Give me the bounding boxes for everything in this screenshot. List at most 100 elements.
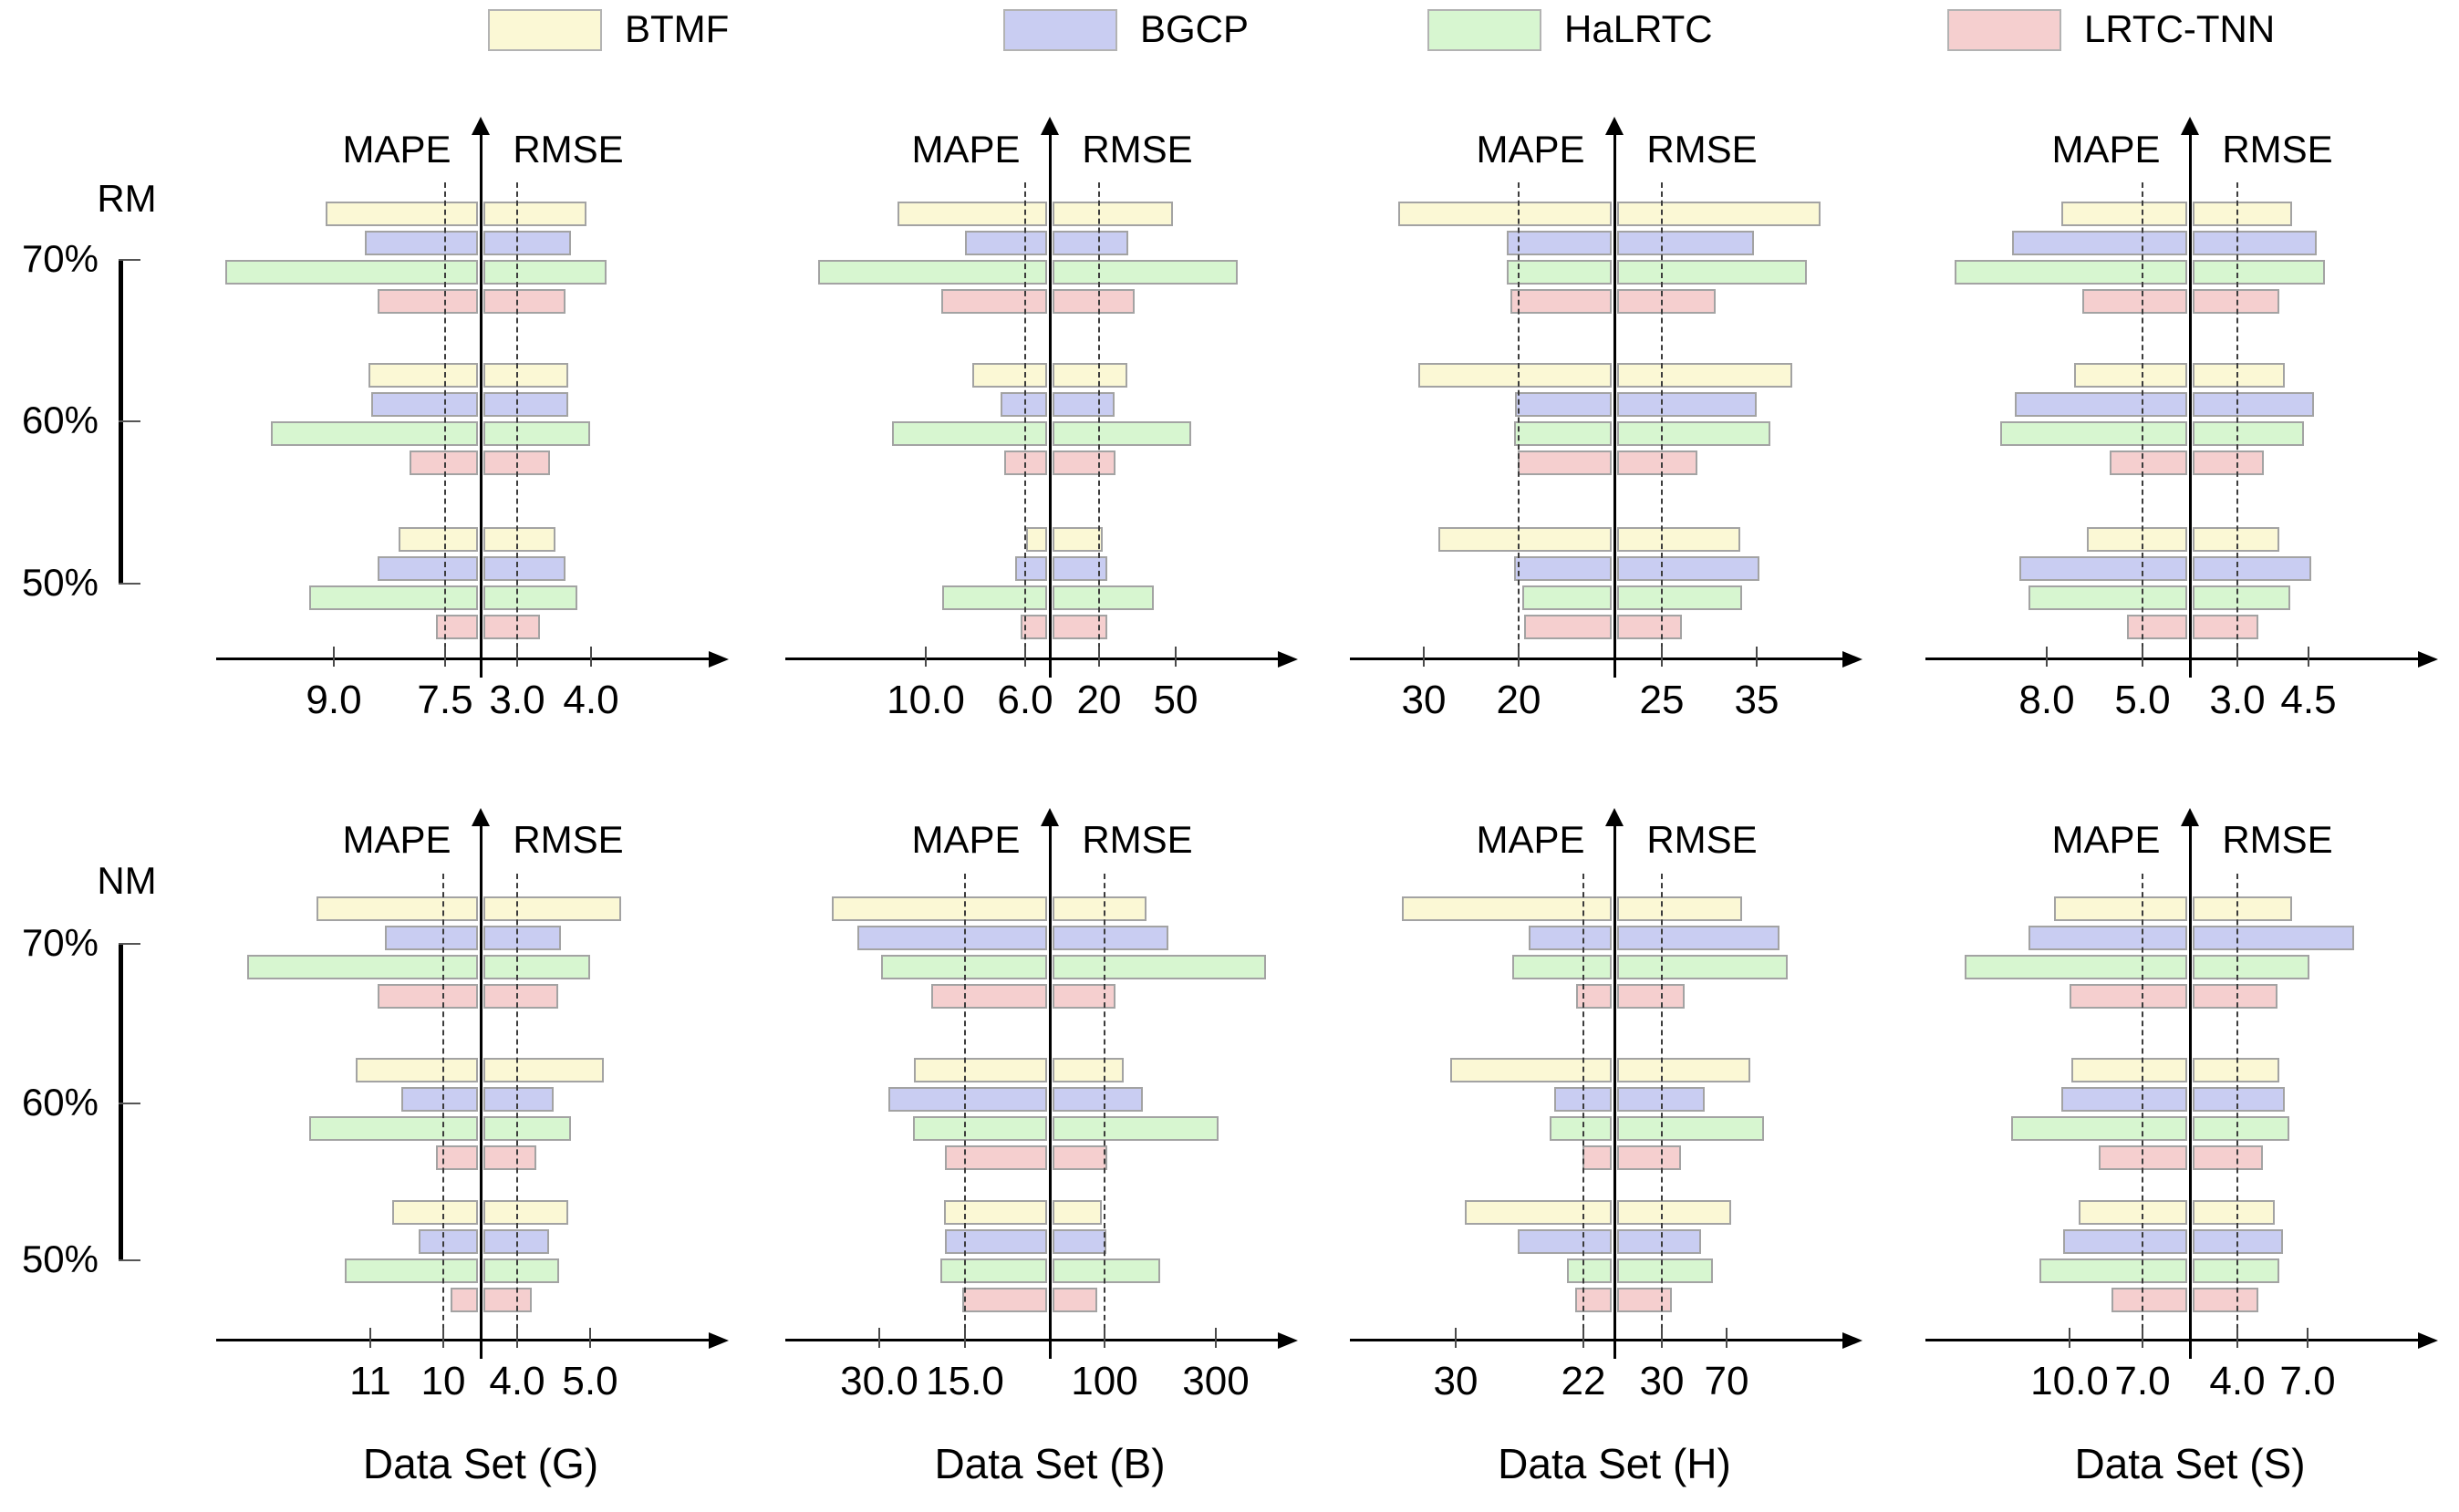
mape-axis-label: MAPE xyxy=(2051,818,2161,861)
bracket-tick xyxy=(119,1259,140,1261)
axis-tick-label: 5.0 xyxy=(2114,678,2171,722)
bar-btmf-mape xyxy=(897,202,1047,226)
bar-btmf-rmse xyxy=(1053,896,1146,921)
rmse-axis-label: RMSE xyxy=(2222,128,2333,171)
bar-lrtc-tnn-mape xyxy=(2127,615,2187,639)
legend-swatch-halrtc xyxy=(1427,9,1541,51)
bar-btmf-rmse xyxy=(1053,202,1173,226)
bar-bgcp-mape xyxy=(2012,231,2187,255)
bar-bgcp-mape xyxy=(1001,392,1047,417)
axis-tick xyxy=(2307,1328,2309,1348)
axis-tick-label: 11 xyxy=(349,1359,391,1403)
bar-btmf-rmse xyxy=(1617,1058,1750,1082)
x-axis xyxy=(1925,1339,2420,1341)
legend-swatch-lrtc-tnn xyxy=(1947,9,2061,51)
bar-bgcp-mape xyxy=(1015,556,1047,581)
dashed-reference-line xyxy=(516,182,518,658)
axis-tick-label: 300 xyxy=(1182,1359,1250,1403)
bar-bgcp-rmse xyxy=(2193,231,2317,255)
bar-halrtc-rmse xyxy=(1617,1116,1764,1141)
bar-btmf-rmse xyxy=(1053,527,1103,552)
axis-tick-label: 8.0 xyxy=(2018,678,2075,722)
bar-lrtc-tnn-mape xyxy=(2111,1288,2187,1312)
axis-tick-label: 3.0 xyxy=(489,678,545,722)
axis-tick xyxy=(2069,1328,2070,1348)
axis-tick xyxy=(2236,1328,2238,1348)
bar-bgcp-mape xyxy=(857,926,1047,950)
bar-btmf-rmse xyxy=(1053,1058,1124,1082)
bar-btmf-rmse xyxy=(1617,1200,1731,1225)
axis-tick xyxy=(589,1328,591,1348)
axis-tick xyxy=(2046,647,2048,667)
bar-bgcp-mape xyxy=(419,1229,478,1254)
x-axis xyxy=(785,658,1280,660)
center-axis xyxy=(479,131,482,678)
bar-halrtc-rmse xyxy=(483,1116,571,1141)
up-arrow-icon xyxy=(1041,808,1059,826)
bar-btmf-mape xyxy=(832,896,1047,921)
bar-btmf-mape xyxy=(914,1058,1047,1082)
bracket-tick xyxy=(119,583,140,585)
bar-bgcp-rmse xyxy=(483,392,568,417)
bar-halrtc-rmse xyxy=(1053,1258,1160,1283)
bracket-tick xyxy=(119,1103,140,1104)
bar-btmf-rmse xyxy=(483,1200,568,1225)
bar-btmf-rmse xyxy=(483,363,568,388)
axis-tick-label: 3.0 xyxy=(2209,678,2266,722)
axis-tick xyxy=(1661,1328,1663,1348)
axis-tick xyxy=(1024,647,1026,667)
bar-bgcp-mape xyxy=(1515,392,1612,417)
rmse-axis-label: RMSE xyxy=(1082,818,1193,861)
center-axis xyxy=(2188,131,2192,678)
bar-btmf-mape xyxy=(2071,1058,2187,1082)
dashed-reference-line xyxy=(442,874,444,1339)
bar-lrtc-tnn-mape xyxy=(2110,450,2187,475)
bar-bgcp-rmse xyxy=(1617,1229,1701,1254)
bar-halrtc-mape xyxy=(345,1258,478,1283)
axis-tick-label: 5.0 xyxy=(562,1359,618,1403)
axis-tick-label: 7.0 xyxy=(2114,1359,2171,1403)
axis-tick xyxy=(444,647,446,667)
bar-halrtc-mape xyxy=(225,260,478,285)
bar-halrtc-rmse xyxy=(1617,421,1770,446)
bar-btmf-mape xyxy=(326,202,478,226)
bar-halrtc-rmse xyxy=(2193,1116,2289,1141)
x-axis xyxy=(1350,658,1844,660)
mape-axis-label: MAPE xyxy=(342,128,451,171)
bar-btmf-mape xyxy=(368,363,478,388)
axis-tick-label: 100 xyxy=(1071,1359,1138,1403)
rmse-axis-label: RMSE xyxy=(513,818,624,861)
bar-btmf-rmse xyxy=(1617,527,1740,552)
row-label-nm: NM xyxy=(97,859,157,902)
dashed-reference-line xyxy=(964,874,966,1339)
axis-tick xyxy=(2236,647,2238,667)
center-axis xyxy=(1613,131,1616,678)
dashed-reference-line xyxy=(1518,182,1520,658)
bar-lrtc-tnn-mape xyxy=(2070,984,2187,1009)
rate-label: 70% xyxy=(21,921,99,964)
bar-btmf-rmse xyxy=(2193,363,2285,388)
row-label-rm: RM xyxy=(97,177,157,220)
bar-lrtc-tnn-rmse xyxy=(1617,1145,1681,1170)
x-axis xyxy=(1925,658,2420,660)
bar-lrtc-tnn-rmse xyxy=(483,984,558,1009)
axis-tick-label: 7.5 xyxy=(417,678,473,722)
bar-btmf-mape xyxy=(2074,363,2187,388)
bar-lrtc-tnn-rmse xyxy=(1053,1288,1097,1312)
dashed-reference-line xyxy=(1661,874,1663,1339)
bar-bgcp-mape xyxy=(2019,556,2187,581)
axis-tick xyxy=(333,647,335,667)
bar-bgcp-mape xyxy=(2061,1087,2187,1112)
bar-lrtc-tnn-rmse xyxy=(483,1288,532,1312)
bar-halrtc-mape xyxy=(1567,1258,1612,1283)
up-arrow-icon xyxy=(472,808,490,826)
mape-axis-label: MAPE xyxy=(1476,128,1585,171)
legend-swatch-btmf xyxy=(488,9,602,51)
bar-lrtc-tnn-rmse xyxy=(483,615,540,639)
bar-lrtc-tnn-mape xyxy=(941,289,1047,314)
up-arrow-icon xyxy=(1605,808,1624,826)
bar-bgcp-rmse xyxy=(1053,1229,1106,1254)
axis-tick-label: 4.0 xyxy=(563,678,619,722)
bar-lrtc-tnn-rmse xyxy=(1053,289,1135,314)
